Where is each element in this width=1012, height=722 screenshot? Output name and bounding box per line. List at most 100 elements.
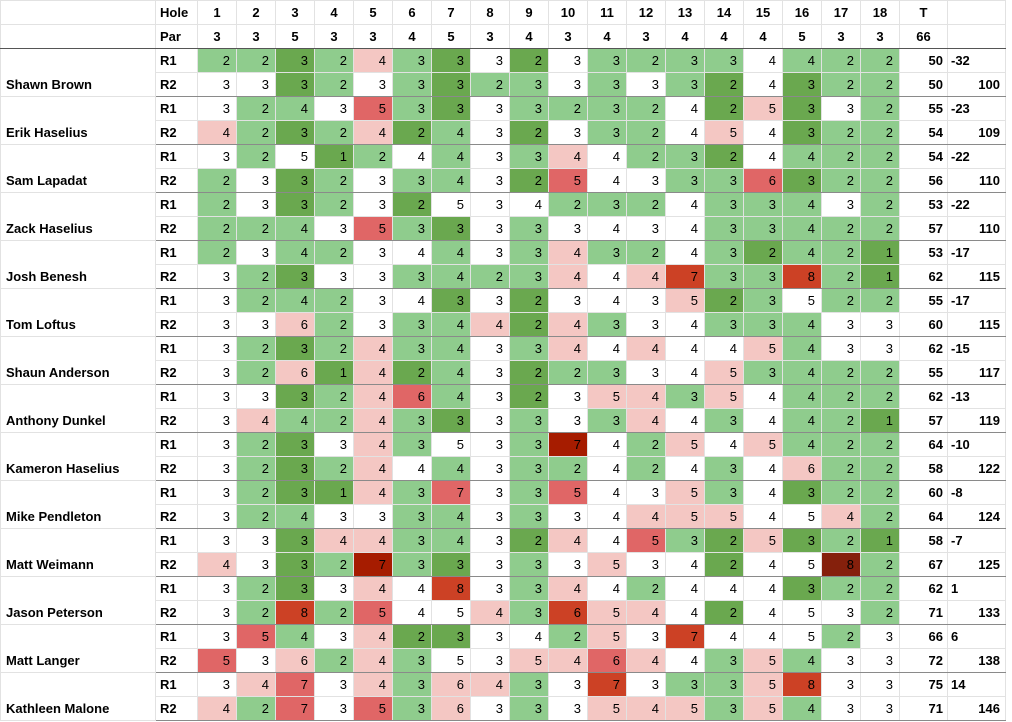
score-cell[interactable]: 3 [782,480,822,505]
par-value[interactable]: 3 [236,24,276,49]
score-cell[interactable]: 5 [431,648,471,673]
score-cell[interactable]: 4 [665,576,705,601]
aggregate-total[interactable]: 133 [947,600,1006,625]
score-cell[interactable]: 3 [509,552,549,577]
corner-cell[interactable] [0,24,156,49]
score-cell[interactable]: 5 [704,504,744,529]
hole-number[interactable]: 15 [743,0,783,25]
score-cell[interactable]: 3 [782,576,822,601]
score-cell[interactable]: 3 [509,336,549,361]
hole-number[interactable]: 4 [314,0,354,25]
par-value[interactable]: 3 [314,24,354,49]
score-cell[interactable]: 3 [548,504,588,529]
score-cell[interactable]: 3 [197,336,237,361]
score-cell[interactable]: 3 [743,360,783,385]
score-cell[interactable]: 3 [509,408,549,433]
score-cell[interactable]: 3 [470,408,510,433]
score-cell[interactable]: 3 [665,144,705,169]
score-cell[interactable]: 4 [431,240,471,265]
score-cell[interactable]: 2 [314,312,354,337]
player-name[interactable]: Tom Loftus [0,288,156,337]
score-cell[interactable]: 3 [470,48,510,73]
score-cell[interactable]: 3 [314,216,354,241]
score-cell[interactable]: 5 [743,528,783,553]
score-cell[interactable]: 3 [743,312,783,337]
score-cell[interactable]: 5 [743,336,783,361]
score-cell[interactable]: 2 [821,408,861,433]
round-total[interactable]: 62 [899,384,948,409]
score-cell[interactable]: 3 [275,456,315,481]
score-cell[interactable]: 3 [197,504,237,529]
aggregate-total[interactable]: 117 [947,360,1006,385]
score-cell[interactable]: 2 [821,72,861,97]
score-cell[interactable]: 4 [587,216,627,241]
score-cell[interactable]: 4 [665,456,705,481]
score-cell[interactable]: 2 [626,240,666,265]
score-cell[interactable]: 6 [548,600,588,625]
score-cell[interactable]: 2 [314,384,354,409]
score-cell[interactable]: 3 [704,48,744,73]
score-cell[interactable]: 2 [236,456,276,481]
score-cell[interactable]: 4 [548,240,588,265]
par-value[interactable]: 4 [392,24,432,49]
score-cell[interactable]: 4 [665,552,705,577]
score-cell[interactable]: 4 [704,624,744,649]
score-cell[interactable]: 3 [548,384,588,409]
score-cell[interactable]: 3 [587,312,627,337]
round-label[interactable]: R2 [155,120,198,145]
round-label[interactable]: R1 [155,288,198,313]
score-cell[interactable]: 4 [665,216,705,241]
player-name[interactable]: Sam Lapadat [0,144,156,193]
score-cell[interactable]: 3 [470,384,510,409]
score-cell[interactable]: 2 [314,48,354,73]
score-cell[interactable]: 4 [431,504,471,529]
score-cell[interactable]: 3 [821,96,861,121]
score-cell[interactable]: 2 [236,360,276,385]
score-cell[interactable]: 2 [821,240,861,265]
player-name[interactable]: Matt Langer [0,624,156,673]
score-cell[interactable]: 3 [197,456,237,481]
score-cell[interactable]: 3 [392,168,432,193]
score-cell[interactable]: 3 [470,240,510,265]
score-cell[interactable]: 3 [509,72,549,97]
score-cell[interactable]: 3 [392,528,432,553]
score-cell[interactable]: 4 [431,384,471,409]
hole-number[interactable]: 6 [392,0,432,25]
score-cell[interactable]: 3 [509,600,549,625]
score-cell[interactable]: 3 [392,552,432,577]
score-cell[interactable]: 4 [548,312,588,337]
score-cell[interactable]: 1 [314,360,354,385]
round-label[interactable]: R2 [155,168,198,193]
par-value[interactable]: 4 [665,24,705,49]
score-cell[interactable]: 4 [587,168,627,193]
score-cell[interactable]: 3 [509,696,549,721]
score-cell[interactable]: 3 [860,696,900,721]
score-cell[interactable]: 3 [431,552,471,577]
score-cell[interactable]: 2 [860,600,900,625]
score-cell[interactable]: 4 [743,144,783,169]
score-cell[interactable]: 3 [392,480,432,505]
score-cell[interactable]: 2 [743,240,783,265]
score-cell[interactable]: 5 [548,168,588,193]
score-cell[interactable]: 2 [821,48,861,73]
score-cell[interactable]: 4 [197,696,237,721]
score-cell[interactable]: 3 [704,648,744,673]
score-cell[interactable]: 3 [275,576,315,601]
score-cell[interactable]: 3 [626,288,666,313]
score-cell[interactable]: 3 [470,552,510,577]
round-total[interactable]: 54 [899,120,948,145]
round-label[interactable]: R2 [155,72,198,97]
score-cell[interactable]: 3 [353,168,393,193]
score-cell[interactable]: 4 [665,240,705,265]
round-total[interactable]: 50 [899,48,948,73]
score-cell[interactable]: 2 [314,72,354,97]
player-name[interactable]: Erik Haselius [0,96,156,145]
score-cell[interactable]: 2 [860,96,900,121]
score-cell[interactable]: 6 [782,456,822,481]
score-cell[interactable]: 7 [665,624,705,649]
corner-cell[interactable] [0,0,156,25]
score-cell[interactable]: 4 [353,456,393,481]
score-cell[interactable]: 4 [275,216,315,241]
score-cell[interactable]: 5 [743,432,783,457]
score-cell[interactable]: 5 [782,504,822,529]
